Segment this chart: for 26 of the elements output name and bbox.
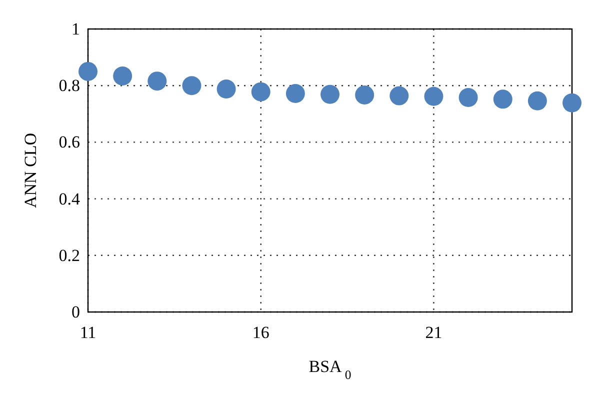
point — [390, 86, 409, 106]
point — [182, 76, 202, 96]
point — [493, 90, 512, 109]
x-tick-label: 11 — [80, 323, 96, 342]
y-tick-label: 1 — [72, 20, 80, 38]
y-tick-label: 0.2 — [58, 246, 80, 265]
y-tick-label: 0.4 — [58, 189, 80, 208]
point — [562, 93, 582, 112]
point — [286, 84, 305, 104]
x-tick-label: 16 — [252, 323, 270, 342]
point — [320, 84, 340, 104]
point — [528, 91, 547, 110]
y-tick-label: 0.8 — [58, 76, 80, 96]
point — [424, 86, 444, 106]
x-tick-label: 21 — [425, 323, 442, 342]
point — [148, 72, 167, 91]
y-tick-label: 0 — [72, 302, 80, 322]
x-axis-title: BSA$_{0}$ — [308, 357, 352, 382]
point — [216, 79, 236, 98]
point — [78, 62, 98, 81]
point — [251, 82, 270, 102]
point — [355, 85, 374, 104]
y-tick-label: 0.6 — [58, 132, 80, 152]
point — [113, 66, 132, 86]
point — [458, 88, 478, 107]
y-axis-title: ANN CLO — [21, 132, 40, 208]
